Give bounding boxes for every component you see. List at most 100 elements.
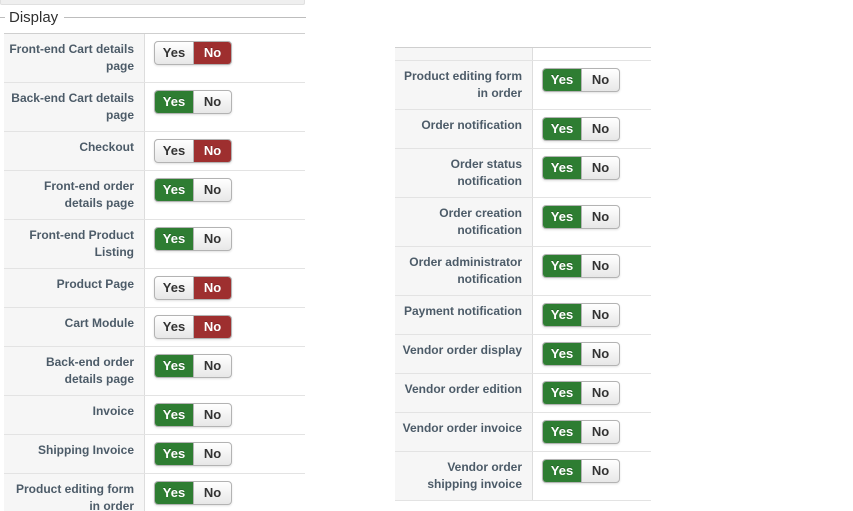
no-button[interactable]: No bbox=[193, 482, 231, 504]
setting-row: Vendor order edition Yes No bbox=[395, 374, 651, 413]
yes-button[interactable]: Yes bbox=[543, 206, 581, 228]
yes-button[interactable]: Yes bbox=[155, 482, 193, 504]
yes-button[interactable]: Yes bbox=[543, 157, 581, 179]
no-button[interactable]: No bbox=[193, 277, 231, 299]
no-button[interactable]: No bbox=[193, 228, 231, 250]
setting-control-cell: Yes No bbox=[533, 149, 651, 197]
yes-button[interactable]: Yes bbox=[155, 91, 193, 113]
setting-row: Order creation notification Yes No bbox=[395, 198, 651, 247]
setting-label: Vendor order display bbox=[395, 335, 533, 373]
yes-button[interactable]: Yes bbox=[155, 179, 193, 201]
yes-button[interactable]: Yes bbox=[543, 255, 581, 277]
setting-control-cell: Yes No bbox=[145, 132, 305, 170]
setting-row: Order notification Yes No bbox=[395, 110, 651, 149]
setting-control-cell: Yes No bbox=[533, 110, 651, 148]
setting-control-cell: Yes No bbox=[145, 435, 305, 473]
cropped-panel-remnant bbox=[0, 0, 305, 5]
no-button[interactable]: No bbox=[193, 443, 231, 465]
setting-label: Product editing form in order bbox=[395, 61, 533, 109]
no-button[interactable]: No bbox=[581, 460, 619, 482]
setting-label: Vendor order edition bbox=[395, 374, 533, 412]
setting-label: Order notification bbox=[395, 110, 533, 148]
yes-button[interactable]: Yes bbox=[543, 304, 581, 326]
setting-label: Order administrator notification bbox=[395, 247, 533, 295]
yes-no-toggle: Yes No bbox=[542, 459, 620, 483]
yes-no-toggle: Yes No bbox=[542, 420, 620, 444]
no-button[interactable]: No bbox=[581, 421, 619, 443]
yes-no-toggle: Yes No bbox=[542, 381, 620, 405]
yes-no-toggle: Yes No bbox=[154, 227, 232, 251]
yes-button[interactable]: Yes bbox=[543, 421, 581, 443]
no-button[interactable]: No bbox=[581, 304, 619, 326]
setting-control-cell: Yes No bbox=[533, 61, 651, 109]
no-button[interactable]: No bbox=[581, 255, 619, 277]
yes-no-toggle: Yes No bbox=[542, 342, 620, 366]
yes-button[interactable]: Yes bbox=[543, 343, 581, 365]
yes-button[interactable]: Yes bbox=[155, 404, 193, 426]
no-button[interactable]: No bbox=[193, 140, 231, 162]
setting-label: Order creation notification bbox=[395, 198, 533, 246]
yes-no-toggle: Yes No bbox=[542, 117, 620, 141]
setting-control-cell: Yes No bbox=[533, 374, 651, 412]
yes-button[interactable]: Yes bbox=[155, 443, 193, 465]
no-button[interactable]: No bbox=[581, 382, 619, 404]
no-button[interactable]: No bbox=[581, 206, 619, 228]
setting-control-cell: Yes No bbox=[145, 308, 305, 346]
yes-button[interactable]: Yes bbox=[155, 140, 193, 162]
yes-no-toggle: Yes No bbox=[154, 276, 232, 300]
yes-button[interactable]: Yes bbox=[543, 382, 581, 404]
cropped-row-remnant bbox=[395, 48, 651, 61]
yes-button[interactable]: Yes bbox=[543, 118, 581, 140]
no-button[interactable]: No bbox=[193, 316, 231, 338]
no-button[interactable]: No bbox=[581, 343, 619, 365]
yes-button[interactable]: Yes bbox=[155, 316, 193, 338]
yes-button[interactable]: Yes bbox=[155, 277, 193, 299]
setting-row: Vendor order shipping invoice Yes No bbox=[395, 452, 651, 501]
no-button[interactable]: No bbox=[193, 179, 231, 201]
yes-no-toggle: Yes No bbox=[154, 354, 232, 378]
setting-row: Order administrator notification Yes No bbox=[395, 247, 651, 296]
yes-button[interactable]: Yes bbox=[543, 460, 581, 482]
yes-no-toggle: Yes No bbox=[154, 442, 232, 466]
setting-control-cell: Yes No bbox=[145, 171, 305, 219]
yes-no-toggle: Yes No bbox=[154, 403, 232, 427]
setting-row: Product editing form in order Yes No bbox=[395, 61, 651, 110]
setting-control-cell: Yes No bbox=[533, 247, 651, 295]
setting-row: Product Page Yes No bbox=[4, 269, 305, 308]
setting-label: Shipping Invoice bbox=[4, 435, 145, 473]
setting-label: Vendor order invoice bbox=[395, 413, 533, 451]
no-button[interactable]: No bbox=[581, 157, 619, 179]
no-button[interactable]: No bbox=[193, 42, 231, 64]
yes-no-toggle: Yes No bbox=[154, 90, 232, 114]
yes-button[interactable]: Yes bbox=[155, 355, 193, 377]
setting-row: Front-end Cart details page Yes No bbox=[4, 34, 305, 83]
setting-label: Cart Module bbox=[4, 308, 145, 346]
setting-row: Payment notification Yes No bbox=[395, 296, 651, 335]
setting-control-cell: Yes No bbox=[145, 269, 305, 307]
setting-row: Back-end Cart details page Yes No bbox=[4, 83, 305, 132]
yes-no-toggle: Yes No bbox=[542, 205, 620, 229]
setting-row: Vendor order display Yes No bbox=[395, 335, 651, 374]
yes-no-toggle: Yes No bbox=[542, 68, 620, 92]
yes-button[interactable]: Yes bbox=[155, 228, 193, 250]
setting-row: Product editing form in order Yes No bbox=[4, 474, 305, 511]
yes-button[interactable]: Yes bbox=[543, 69, 581, 91]
section-title: Display bbox=[9, 8, 59, 26]
no-button[interactable]: No bbox=[193, 91, 231, 113]
setting-row: Order status notification Yes No bbox=[395, 149, 651, 198]
no-button[interactable]: No bbox=[193, 404, 231, 426]
no-button[interactable]: No bbox=[581, 69, 619, 91]
setting-row: Shipping Invoice Yes No bbox=[4, 435, 305, 474]
setting-control-cell: Yes No bbox=[145, 220, 305, 268]
setting-control-cell: Yes No bbox=[145, 34, 305, 82]
setting-label: Back-end order details page bbox=[4, 347, 145, 395]
setting-label: Vendor order shipping invoice bbox=[395, 452, 533, 500]
setting-label: Payment notification bbox=[395, 296, 533, 334]
no-button[interactable]: No bbox=[193, 355, 231, 377]
yes-no-toggle: Yes No bbox=[154, 139, 232, 163]
legend-line-right bbox=[64, 16, 306, 18]
setting-row: Back-end order details page Yes No bbox=[4, 347, 305, 396]
no-button[interactable]: No bbox=[581, 118, 619, 140]
yes-button[interactable]: Yes bbox=[155, 42, 193, 64]
